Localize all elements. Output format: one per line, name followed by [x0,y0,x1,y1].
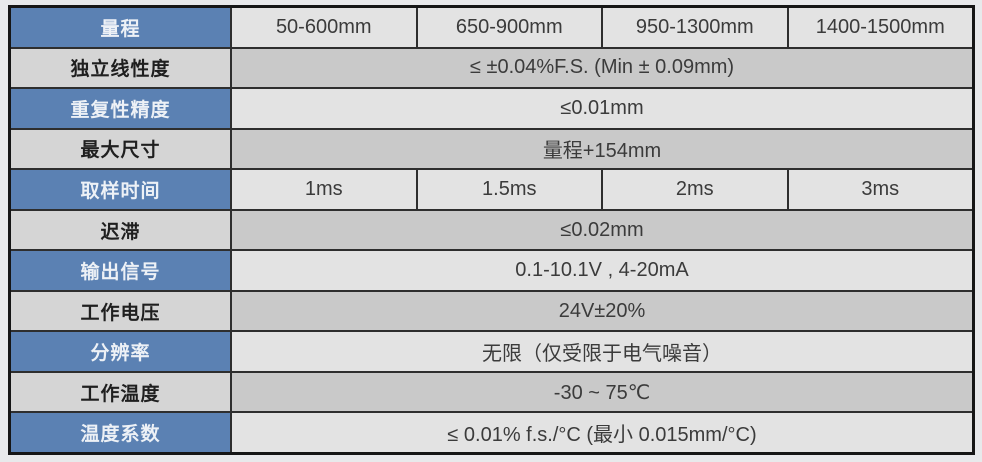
table-row: 输出信号 0.1-10.1V , 4-20mA [11,249,972,290]
table-row: 工作温度 -30 ~ 75℃ [11,370,972,412]
value-cell: 50-600mm [232,8,416,47]
value-cell: 1.5ms [415,170,601,209]
row-label: 最大尺寸 [11,129,232,169]
table-row: 温度系数 ≤ 0.01% f.s./°C (最小 0.015mm/°C) [11,411,972,453]
table-row: 量程 50-600mm 650-900mm 950-1300mm 1400-1500mm [11,8,972,47]
value-cell: ≤ ±0.04%F.S. (Min ± 0.09mm) [232,48,972,88]
value-cell: 3ms [786,170,972,209]
row-label: 工作温度 [11,372,232,412]
row-values: 24V±20% [232,291,972,331]
table-row: 迟滞 ≤0.02mm [11,208,972,250]
table-row: 最大尺寸 量程+154mm [11,127,972,169]
value-cell: ≤0.02mm [232,210,972,250]
value-cell: -30 ~ 75℃ [232,372,972,412]
table-row: 重复性精度 ≤0.01mm [11,87,972,128]
row-values: ≤ 0.01% f.s./°C (最小 0.015mm/°C) [232,413,972,453]
value-cell: 2ms [601,170,787,209]
table-row: 独立线性度 ≤ ±0.04%F.S. (Min ± 0.09mm) [11,46,972,88]
row-label: 重复性精度 [11,89,232,128]
value-cell: 24V±20% [232,291,972,331]
table-row: 工作电压 24V±20% [11,289,972,331]
value-cell: 650-900mm [415,8,601,47]
row-values: ≤ ±0.04%F.S. (Min ± 0.09mm) [232,48,972,88]
row-values: ≤0.01mm [232,89,972,128]
row-label: 量程 [11,8,232,47]
row-values: 50-600mm 650-900mm 950-1300mm 1400-1500mm [232,8,972,47]
row-label: 独立线性度 [11,48,232,88]
value-cell: 1400-1500mm [786,8,972,47]
value-cell: 量程+154mm [232,129,972,169]
row-label: 输出信号 [11,251,232,290]
table-row: 取样时间 1ms 1.5ms 2ms 3ms [11,168,972,209]
value-cell: 950-1300mm [601,8,787,47]
row-values: -30 ~ 75℃ [232,372,972,412]
value-cell: ≤0.01mm [232,89,972,128]
row-values: 1ms 1.5ms 2ms 3ms [232,170,972,209]
row-label: 分辨率 [11,332,232,371]
value-cell: 无限（仅受限于电气噪音） [232,332,972,371]
spec-table: 量程 50-600mm 650-900mm 950-1300mm 1400-1500mm… [8,5,975,455]
row-values: 0.1-10.1V , 4-20mA [232,251,972,290]
value-cell: 1ms [232,170,416,209]
table-row: 分辨率 无限（仅受限于电气噪音） [11,330,972,371]
row-label: 工作电压 [11,291,232,331]
row-label: 取样时间 [11,170,232,209]
row-label: 温度系数 [11,413,232,453]
row-values: 无限（仅受限于电气噪音） [232,332,972,371]
row-values: 量程+154mm [232,129,972,169]
row-label: 迟滞 [11,210,232,250]
value-cell: 0.1-10.1V , 4-20mA [232,251,972,290]
row-values: ≤0.02mm [232,210,972,250]
value-cell: ≤ 0.01% f.s./°C (最小 0.015mm/°C) [232,413,972,453]
